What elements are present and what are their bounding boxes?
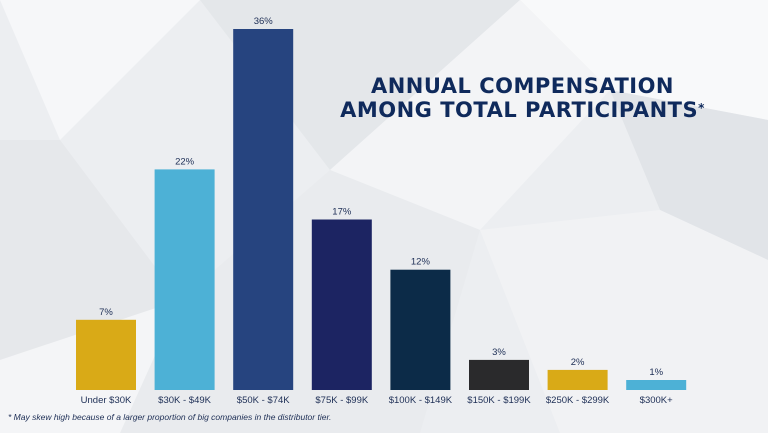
chart-title-footnote-mark: * (698, 101, 705, 115)
category-label-1: Under $30K (81, 395, 132, 406)
chart-title-line-2: AMONG TOTAL PARTICIPANTS (340, 98, 699, 122)
chart-title-line-1: ANNUAL COMPENSATION (370, 74, 675, 98)
category-labels-group: Under $30K $30K - $49K $50K - $74K $75K - $… (81, 395, 674, 406)
bar-4 (311, 219, 372, 390)
value-label-6: 3% (492, 347, 506, 358)
value-label-1: 7% (99, 307, 113, 318)
bar-7 (547, 369, 608, 390)
category-label-3: $50K - $74K (237, 395, 290, 406)
value-label-8: 1% (649, 367, 663, 378)
value-label-5: 12% (411, 257, 431, 268)
category-label-8: $300K+ (640, 395, 673, 406)
bar-3 (233, 29, 294, 390)
value-label-2: 22% (175, 156, 195, 167)
chart-footnote: * May skew high because of a larger prop… (8, 412, 332, 422)
bar-1 (76, 319, 136, 390)
bar-2 (154, 169, 215, 390)
value-label-3: 36% (254, 16, 274, 27)
category-label-4: $75K - $99K (315, 395, 368, 406)
bar-6 (469, 359, 529, 390)
category-label-2: $30K - $49K (158, 395, 211, 406)
category-label-6: $150K - $199K (467, 395, 531, 406)
value-labels-group: 7% 22% 36% 17% 12% 3% 2% 1% (99, 16, 663, 378)
value-label-4: 17% (332, 207, 352, 218)
bar-8 (626, 380, 687, 390)
category-label-5: $100K - $149K (389, 395, 453, 406)
bars-group (76, 29, 687, 390)
chart-title: ANNUAL COMPENSATION AMONG TOTAL PARTICIPA… (330, 74, 715, 122)
category-label-7: $250K - $299K (546, 395, 610, 406)
bar-5 (390, 269, 451, 390)
value-label-7: 2% (571, 357, 585, 368)
